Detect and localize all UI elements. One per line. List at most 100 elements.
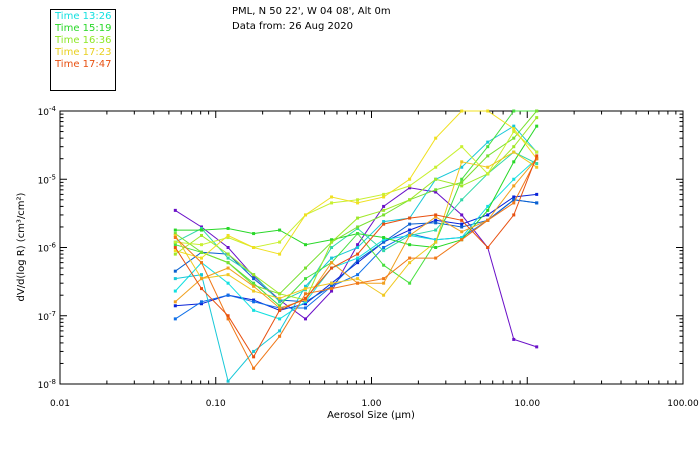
data-point [252,273,256,277]
data-point [460,165,464,169]
data-point [434,221,438,225]
data-point [535,116,539,120]
chart-subtitle: Data from: 26 Aug 2020 [232,21,353,32]
data-point [330,240,334,244]
data-point [173,240,177,244]
data-point [356,216,360,220]
data-point [535,154,539,158]
data-point [486,218,490,222]
legend-entry: Time 17:23 [55,47,112,58]
y-tick-label: 10-4 [38,105,57,118]
data-point [408,256,412,260]
series-line-series-4 [175,199,537,303]
data-point [460,184,464,188]
data-point [173,317,177,321]
series-line-series-14 [174,151,537,299]
data-point [486,140,490,144]
data-point [356,273,360,277]
y-axis-label: dV/d(log R) (cm³/cm²) [16,192,27,301]
data-point [278,252,282,256]
data-point [434,218,438,222]
data-point [226,246,230,249]
data-point [486,204,490,208]
data-point [460,225,464,229]
data-point [408,222,412,226]
data-point [535,150,539,154]
data-point [356,261,360,265]
data-point [408,177,412,181]
data-point [278,296,282,300]
data-point [252,274,256,278]
data-point [173,249,177,253]
data-point [356,256,360,260]
data-point [226,252,230,256]
y-tick-label: 10-5 [38,173,56,186]
data-point [226,273,230,277]
data-point [252,281,256,285]
data-point [199,261,203,265]
data-point [512,127,516,131]
data-point [408,228,412,232]
data-point [199,277,203,281]
data-point [382,277,386,281]
data-point [173,252,177,256]
data-point [512,150,516,154]
data-point [460,230,464,234]
data-point [278,300,282,304]
data-point [252,300,256,304]
data-point [382,240,386,244]
legend: Time 13:26 Time 15:19 Time 16:36 Time 17… [50,9,116,91]
data-point [330,246,334,249]
x-tick-label: 100.00 [667,399,699,409]
data-point [330,238,334,242]
series-line-series-17 [174,155,538,358]
data-point [173,232,177,236]
data-point [226,317,230,321]
data-point [434,215,438,219]
data-point [434,190,438,194]
data-point [408,261,412,265]
data-point [382,208,386,212]
data-point [460,180,464,184]
data-point [356,198,360,202]
legend-entry: Time 17:47 [55,59,112,70]
data-point [199,243,203,247]
data-point [304,292,308,296]
data-point [173,269,177,273]
data-point [512,109,516,113]
data-point [535,345,539,349]
data-point [356,225,360,229]
data-point [356,243,360,247]
data-point [382,263,386,267]
data-point [460,238,464,242]
data-point [330,261,334,265]
data-point [173,277,177,281]
data-point [199,225,203,229]
data-point [199,302,203,306]
chart-header: PML, N 50 22', W 04 08', Alt 0m Data fro… [232,4,391,34]
data-point [460,198,464,202]
data-point [408,198,412,202]
data-point [226,266,230,270]
data-point [382,213,386,217]
data-point [278,228,282,232]
data-point [252,355,256,359]
data-point [173,208,177,212]
data-point [512,124,516,128]
data-point [356,277,360,281]
data-point [173,228,177,232]
x-tick-label: 0.01 [50,399,70,409]
data-point [173,233,177,237]
data-point [382,236,386,240]
data-point [535,165,539,169]
data-point [278,317,282,321]
data-point [434,177,438,181]
data-point [408,186,412,190]
data-point [512,195,516,199]
data-point [173,289,177,293]
data-point [252,366,256,370]
data-point [356,226,360,230]
data-point [434,228,438,232]
legend-entry: Time 15:19 [55,23,112,34]
